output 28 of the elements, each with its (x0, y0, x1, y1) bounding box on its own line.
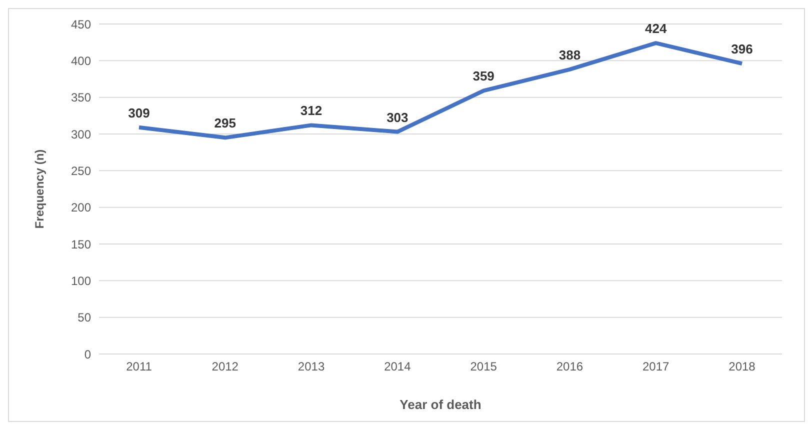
y-tick-label: 450 (70, 17, 92, 32)
x-tick-label: 2017 (642, 360, 670, 374)
data-label: 388 (558, 47, 581, 62)
y-tick-label: 0 (84, 347, 92, 362)
x-tick-label: 2011 (126, 360, 152, 374)
x-tick-label: 2015 (470, 360, 498, 374)
x-tick-label: 2018 (728, 360, 756, 374)
data-label: 295 (214, 116, 236, 131)
data-label: 396 (731, 42, 753, 57)
data-label: 309 (128, 105, 150, 120)
x-tick-label: 2012 (212, 360, 239, 374)
y-tick-label: 400 (70, 54, 92, 68)
y-axis-title: Frequency (n) (32, 149, 46, 229)
x-tick-label: 2013 (298, 360, 325, 374)
y-tick-label: 50 (78, 310, 92, 325)
data-label: 312 (300, 103, 322, 118)
x-axis-title: Year of death (400, 397, 482, 412)
y-tick-label: 200 (70, 200, 92, 215)
x-tick-label: 2016 (556, 360, 584, 374)
y-tick-label: 100 (70, 274, 92, 288)
y-tick-label: 150 (70, 237, 92, 252)
data-label: 424 (645, 21, 668, 36)
y-tick-label: 300 (70, 127, 92, 142)
data-label: 303 (386, 110, 408, 125)
data-label: 359 (472, 68, 494, 84)
y-tick-label: 250 (70, 164, 92, 178)
y-tick-label: 350 (70, 90, 92, 105)
x-tick-label: 2014 (384, 360, 412, 374)
